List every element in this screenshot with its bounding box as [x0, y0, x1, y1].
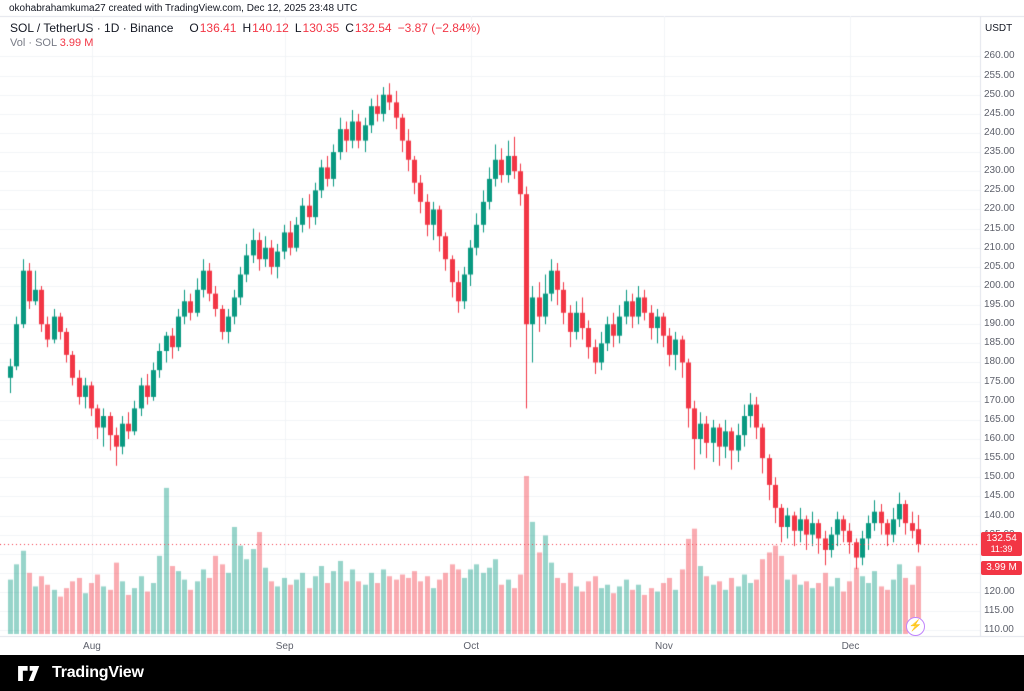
- price-tick-label: 180.00: [984, 356, 1015, 368]
- price-tick-label: 120.00: [984, 586, 1015, 597]
- price-tick-label: 190.00: [984, 318, 1015, 330]
- price-tick-label: 200.00: [984, 279, 1015, 291]
- price-tick-label: 115.00: [984, 605, 1014, 617]
- volume-label: Vol · SOL: [10, 37, 57, 49]
- change-value: −3.87 (−2.84%): [397, 21, 481, 35]
- price-tick-label: 160.00: [984, 433, 1015, 444]
- price-tick-label: 235.00: [984, 146, 1015, 158]
- price-axis-currency-label: USDT: [985, 23, 1013, 34]
- legend-main-row: SOL / TetherUS · 1D · Binance O136.41 H140…: [10, 20, 480, 36]
- price-tick-label: 230.00: [984, 165, 1015, 177]
- tradingview-wordmark[interactable]: TradingView: [52, 664, 144, 681]
- symbol-title[interactable]: SOL / TetherUS · 1D · Binance: [10, 21, 174, 35]
- time-tick-label: Dec: [841, 641, 860, 652]
- close-value: 132.54: [354, 21, 392, 35]
- price-tick-label: 240.00: [984, 126, 1015, 138]
- price-tick-label: 185.00: [984, 337, 1015, 349]
- high-value: 140.12: [252, 21, 289, 35]
- price-tick-label: 205.00: [984, 260, 1015, 272]
- price-tick-label: 195.00: [984, 299, 1015, 311]
- high-label: H: [242, 21, 252, 35]
- price-tick-label: 225.00: [984, 184, 1015, 196]
- time-tick-label: Aug: [83, 641, 101, 652]
- open-value: 136.41: [199, 21, 237, 35]
- price-tick-label: 150.00: [984, 471, 1015, 483]
- lightning-icon: ⚡: [908, 620, 923, 632]
- volume-value: 3.99 M: [59, 37, 94, 49]
- price-tick-label: 155.00: [984, 452, 1015, 464]
- legend-volume-row: Vol · SOL 3.99 M: [10, 36, 480, 50]
- close-label: C: [345, 21, 354, 35]
- price-tick-label: 170.00: [984, 394, 1015, 406]
- price-tick-label: 255.00: [984, 69, 1015, 81]
- price-tick-label: 165.00: [984, 413, 1015, 425]
- open-label: O: [189, 21, 199, 35]
- volume-axis-badge: 3.99 M: [981, 561, 1022, 576]
- time-tick-label: Nov: [655, 641, 673, 652]
- bar-close-countdown: 11:39: [990, 544, 1013, 555]
- price-tick-label: 140.00: [984, 509, 1015, 521]
- price-tick-label: 250.00: [984, 88, 1015, 100]
- boost-button[interactable]: ⚡: [906, 617, 925, 636]
- chart-legend: SOL / TetherUS · 1D · Binance O136.41 H140…: [10, 20, 480, 50]
- candlestick-chart-canvas[interactable]: [0, 0, 1024, 655]
- low-label: L: [294, 21, 302, 35]
- last-price-value: 132.54: [986, 533, 1017, 545]
- low-value: 130.35: [302, 21, 340, 35]
- price-tick-label: 110.00: [984, 624, 1014, 636]
- time-tick-label: Oct: [463, 641, 479, 652]
- price-tick-label: 145.00: [984, 490, 1015, 502]
- attribution-text: okohabrahamkuma27 created with TradingVi…: [9, 3, 358, 14]
- price-tick-label: 175.00: [984, 375, 1015, 387]
- time-tick-label: Sep: [275, 641, 294, 652]
- price-tick-label: 245.00: [984, 107, 1015, 119]
- price-tick-label: 260.00: [984, 50, 1015, 62]
- price-tick-label: 220.00: [984, 203, 1015, 215]
- last-price-badge: 132.54 11:39: [981, 532, 1022, 557]
- tradingview-logo-icon[interactable]: [14, 665, 44, 681]
- footer-bar: TradingView: [0, 655, 1024, 691]
- price-tick-label: 210.00: [984, 241, 1015, 253]
- price-tick-label: 215.00: [984, 222, 1015, 234]
